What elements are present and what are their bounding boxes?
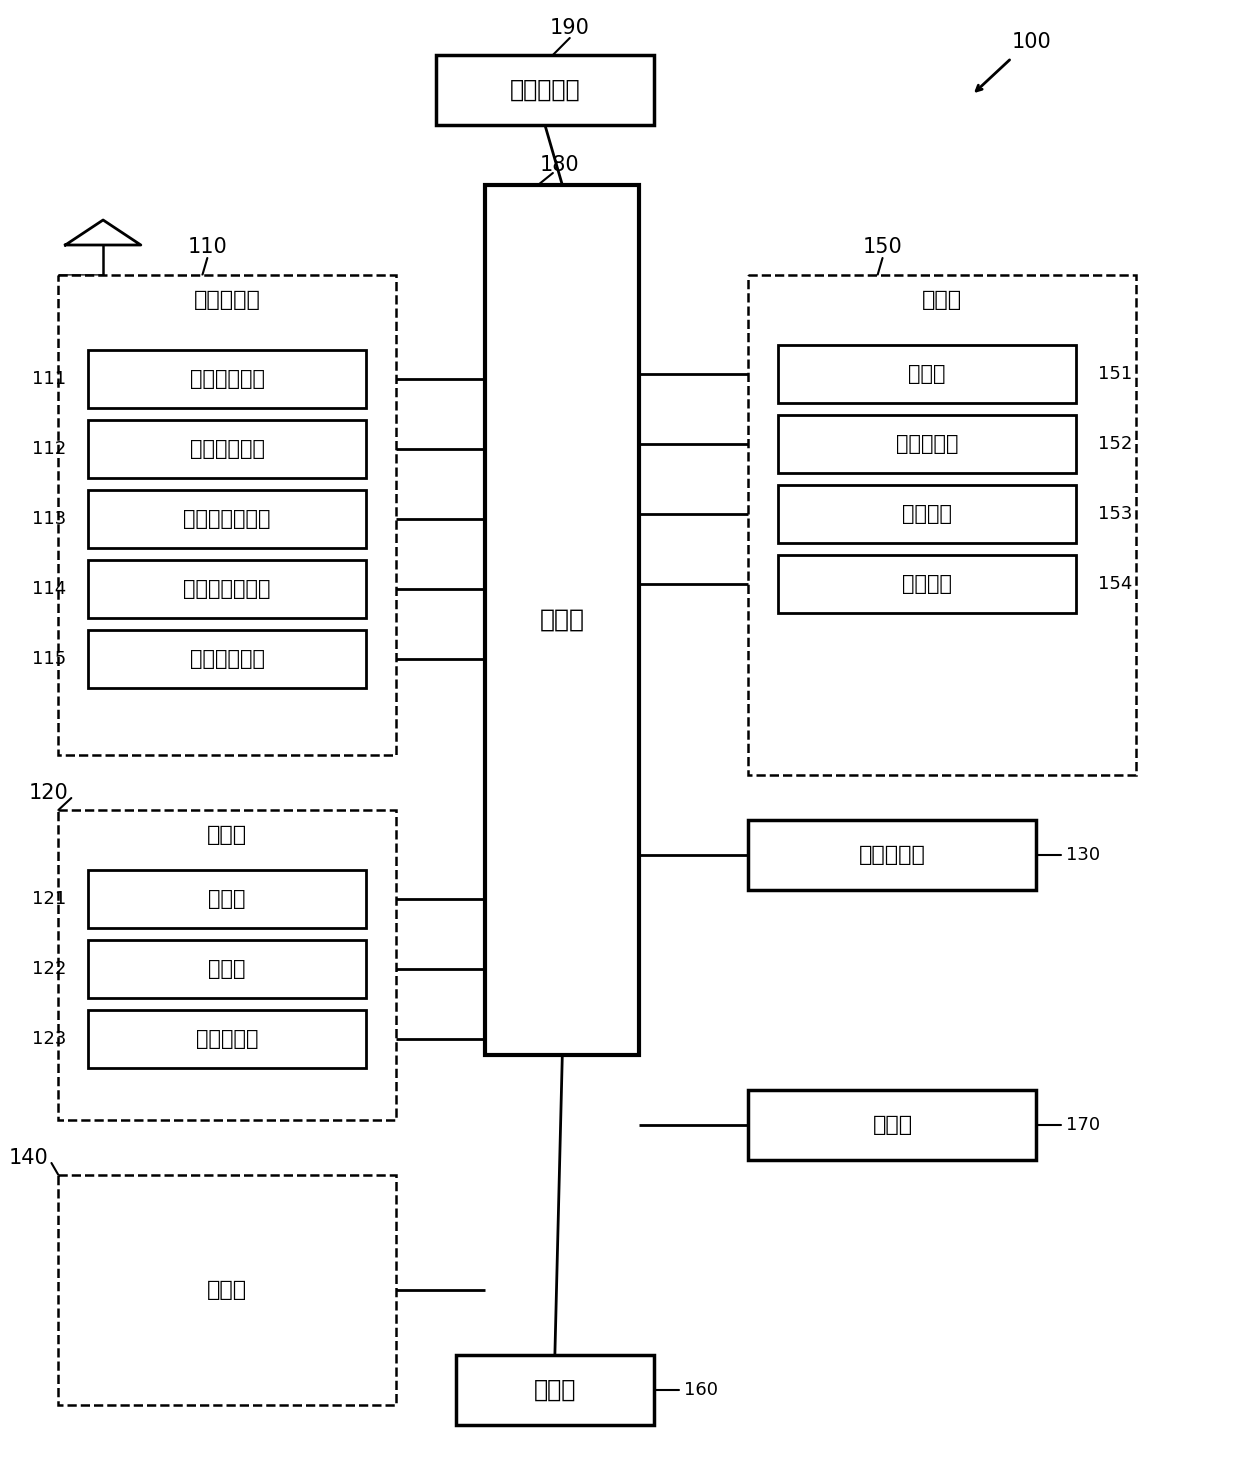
Text: 存储器: 存储器	[873, 1114, 913, 1135]
Text: 摄像头: 摄像头	[208, 889, 246, 909]
Text: 170: 170	[1066, 1116, 1100, 1134]
Text: 151: 151	[1097, 366, 1132, 383]
Text: 输出部: 输出部	[923, 290, 962, 310]
Text: 122: 122	[32, 960, 67, 979]
Text: 接口部: 接口部	[533, 1378, 577, 1402]
Bar	[88, 870, 366, 929]
Text: 声音输出部: 声音输出部	[897, 433, 959, 454]
Text: 移动通信模块: 移动通信模块	[190, 439, 264, 458]
Polygon shape	[66, 220, 141, 245]
Text: 学习处理器: 学习处理器	[859, 845, 926, 865]
Text: 152: 152	[1097, 435, 1132, 453]
Text: 154: 154	[1097, 575, 1132, 593]
Text: 显示部: 显示部	[909, 364, 946, 385]
Bar	[58, 276, 396, 755]
Text: 153: 153	[1097, 506, 1132, 523]
Text: 广播接收模块: 广播接收模块	[190, 368, 264, 389]
Text: 160: 160	[684, 1381, 718, 1399]
Bar	[435, 55, 655, 125]
Bar	[749, 276, 1136, 775]
Text: 处理器: 处理器	[539, 607, 585, 632]
Text: 140: 140	[9, 1148, 48, 1167]
Bar	[88, 629, 366, 688]
Text: 112: 112	[32, 441, 67, 458]
Text: 输入部: 输入部	[207, 825, 247, 845]
Text: 光输出部: 光输出部	[903, 573, 952, 594]
Text: 190: 190	[549, 18, 590, 38]
Bar	[779, 345, 1076, 402]
Bar	[779, 556, 1076, 613]
Text: 用户输入部: 用户输入部	[196, 1029, 258, 1049]
Bar	[58, 811, 396, 1120]
Text: 120: 120	[29, 783, 68, 803]
Bar	[485, 186, 640, 1055]
Text: 180: 180	[541, 155, 579, 175]
Text: 麦克风: 麦克风	[208, 960, 246, 979]
Text: 130: 130	[1066, 846, 1100, 864]
Text: 近距离通信模块: 近距离通信模块	[184, 579, 272, 598]
Bar	[88, 560, 366, 618]
Text: 无线互联网模块: 无线互联网模块	[184, 509, 272, 529]
Text: 114: 114	[32, 579, 67, 598]
Bar	[749, 820, 1037, 890]
Text: 感测部: 感测部	[207, 1279, 247, 1300]
Text: 110: 110	[187, 237, 227, 256]
Text: 121: 121	[32, 890, 67, 908]
Text: 113: 113	[32, 510, 67, 528]
Bar	[88, 940, 366, 998]
Text: 位置信息模块: 位置信息模块	[190, 649, 264, 669]
Bar	[88, 420, 366, 478]
Text: 115: 115	[32, 650, 67, 668]
Text: 触觉模块: 触觉模块	[903, 504, 952, 523]
Bar	[779, 416, 1076, 473]
Text: 123: 123	[32, 1030, 67, 1048]
Text: 150: 150	[863, 237, 903, 256]
Bar	[88, 1010, 366, 1069]
Bar	[88, 349, 366, 408]
Bar	[455, 1355, 655, 1425]
Bar	[749, 1089, 1037, 1160]
Bar	[779, 485, 1076, 542]
Text: 100: 100	[1012, 32, 1052, 52]
Bar	[88, 489, 366, 548]
Text: 电源供应部: 电源供应部	[510, 78, 580, 102]
Bar	[58, 1175, 396, 1405]
Text: 无线通信部: 无线通信部	[193, 290, 260, 310]
Text: 111: 111	[32, 370, 67, 388]
